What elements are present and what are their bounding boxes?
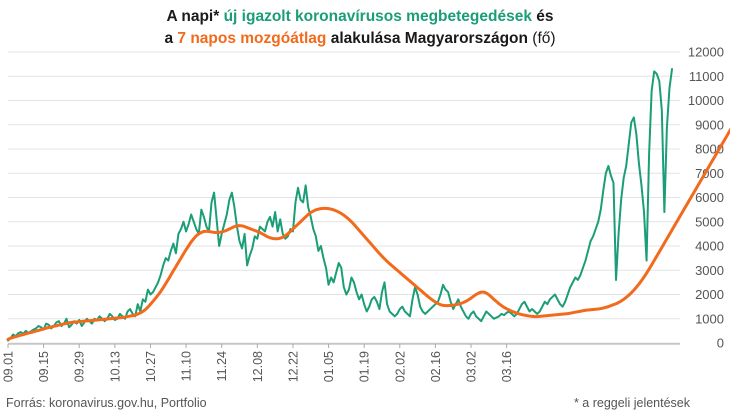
x-tick-label: 02.02 [393,351,407,382]
x-tick-label: 01.05 [322,351,336,382]
title-unit: (fő) [527,30,556,47]
title-line-2: a 7 napos mozgóátlag alakulása Magyarors… [0,28,720,50]
title-average-series-label: 7 napos mozgóátlag [177,30,327,47]
x-tick-label: 09.29 [73,351,87,382]
daily-series-line [7,67,673,342]
x-tick-label: 10.13 [108,351,122,382]
x-tick-label: 11.10 [180,351,194,381]
x-tick-label: 09.01 [2,351,16,382]
x-tick-label: 03.02 [465,351,479,382]
title-line2-post: alakulása Magyarországon [326,30,528,47]
x-tick-label: 03.16 [500,351,514,382]
y-tick-label: 10000 [688,93,724,108]
title-line1-pre: A napi* [166,8,224,25]
y-tick-label: 6000 [695,190,724,205]
average-series-line [6,127,730,341]
chart-title: A napi* új igazolt koronavírusos megbete… [0,6,720,50]
title-daily-series-label: új igazolt koronavírusos megbetegedések [223,8,532,25]
x-tick-label: 11.24 [215,351,229,381]
title-line2-pre: a [164,30,178,47]
y-tick-label: 5000 [695,214,724,229]
y-tick-label: 11000 [689,69,724,84]
y-tick-label: 2000 [695,287,724,302]
footnote: * a reggeli jelentések [573,396,690,410]
y-axis-ticks: 0100020003000400050006000700080009000100… [688,45,724,351]
gridlines [8,51,680,344]
y-tick-label: 12000 [688,45,724,60]
y-tick-label: 3000 [695,263,724,278]
series-lines [6,67,730,342]
y-tick-label: 9000 [695,117,724,132]
x-tick-label: 02.16 [429,351,443,382]
title-line-1: A napi* új igazolt koronavírusos megbete… [0,6,720,28]
title-line1-post: és [531,8,554,25]
x-tick-label: 09.15 [37,351,51,382]
x-tick-label: 12.22 [286,351,300,382]
x-axis: 09.01 09.15 09.29 10.13 10.27 11.10 11.24 12.08… [2,343,680,382]
x-tick-label: 12.08 [251,351,265,382]
y-tick-label: 1000 [695,311,724,326]
source-note: Forrás: koronavirus.gov.hu, Portfolio [6,396,207,410]
x-tick-label: 01.19 [358,351,372,382]
y-tick-label: 4000 [695,239,724,254]
x-tick-label: 10.27 [144,351,158,382]
y-tick-label: 0 [717,336,724,351]
